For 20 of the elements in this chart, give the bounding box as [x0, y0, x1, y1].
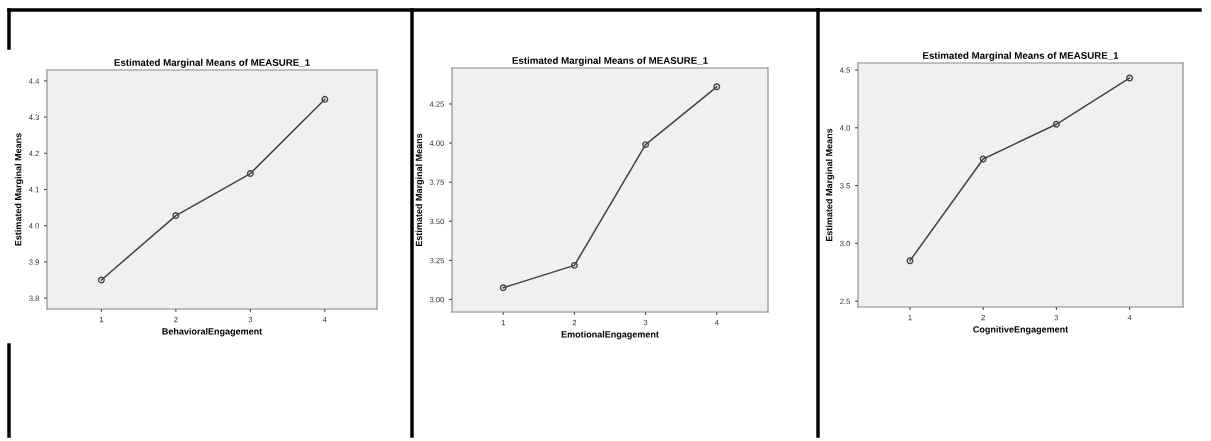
point [906, 257, 914, 265]
x-axis-title: CognitiveEngagement [973, 325, 1069, 335]
point [1126, 74, 1134, 82]
x-axis-title: EmotionalEngagement [561, 330, 659, 340]
point [713, 83, 721, 91]
x-axis-title: BehavioralEngagement [162, 327, 263, 337]
chart-title: Estimated Marginal Means of MEASURE_1 [923, 51, 1119, 61]
y-axis-title: Estimated Marginal Means [14, 133, 24, 246]
y-axis-title: Estimated Marginal Means [825, 128, 835, 242]
point [246, 170, 254, 178]
point [172, 212, 180, 220]
y-axis-title: Estimated Marginal Means [415, 133, 424, 247]
point [570, 261, 578, 269]
chart-title: Estimated Marginal Means of MEASURE_1 [114, 58, 310, 68]
chart-title: Estimated Marginal Means of MEASURE_1 [512, 56, 708, 66]
point [321, 95, 329, 103]
point [499, 284, 507, 292]
point [1052, 120, 1060, 128]
point [97, 276, 105, 284]
point [642, 141, 650, 149]
